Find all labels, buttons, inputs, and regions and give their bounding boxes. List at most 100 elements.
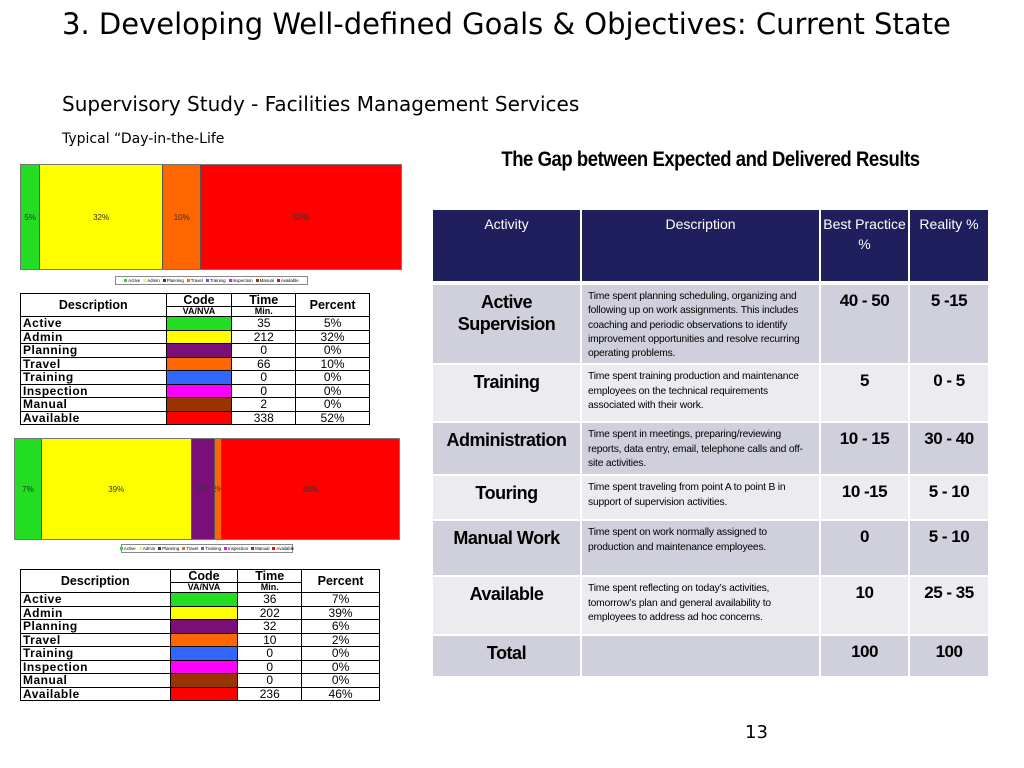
reality-cell: 5 -15	[909, 283, 988, 366]
reality-cell: 30 - 40	[909, 422, 988, 477]
legend-swatch	[201, 547, 205, 551]
legend-label: Planning	[162, 546, 180, 551]
legend-label: Planning	[166, 278, 184, 283]
table-row: Available 236 46%	[20, 686, 380, 701]
legend-swatch	[138, 547, 142, 551]
legend-label: Active	[128, 278, 141, 283]
code-swatch	[165, 329, 233, 344]
percent-value: 5%	[295, 316, 370, 331]
legend-label: Inspection	[228, 546, 249, 551]
activity-cell: Administration	[433, 422, 582, 477]
description-cell: Time spent in meetings, preparing/review…	[581, 422, 821, 477]
row-label: Planning	[20, 343, 167, 358]
legend-item: Travel	[186, 278, 203, 283]
legend-label: Available	[276, 546, 295, 551]
code-swatch	[169, 619, 239, 634]
time-value: 36	[237, 592, 303, 607]
table-row: Active 36 7%	[20, 592, 380, 607]
row-label: Travel	[20, 356, 167, 371]
table-row: Training 0 0%	[20, 370, 370, 385]
legend-swatch	[272, 547, 276, 551]
bar-segment-travel: 2%	[214, 439, 223, 539]
header-time-label: Time	[249, 293, 279, 307]
reality-cell: 100	[909, 635, 988, 679]
percent-value: 0%	[301, 659, 380, 674]
reality-cell: 5 - 10	[909, 475, 988, 522]
bar-segment-admin: 39%	[41, 439, 192, 539]
table-row: Active 35 5%	[20, 316, 370, 331]
reality-cell: 5 - 10	[909, 520, 988, 578]
table-row: Inspection 0 0%	[20, 659, 380, 674]
header-code-sub: VA/NVA	[166, 306, 232, 316]
gap-table-row: Touring Time spent traveling from point A…	[433, 475, 988, 522]
legend-item: Planning	[158, 546, 179, 551]
time-value: 338	[231, 410, 297, 425]
code-swatch	[165, 383, 233, 398]
description-cell: Time spent on work normally assigned to …	[581, 520, 821, 578]
time-value: 66	[231, 356, 297, 371]
best-practice-cell: 40 - 50	[820, 283, 910, 366]
percent-value: 10%	[295, 356, 370, 371]
header-code-sub: VA/NVA	[170, 582, 238, 592]
row-label: Admin	[20, 605, 171, 620]
data-label: 7%	[22, 484, 34, 494]
header-best-practice: Best Practice %	[820, 210, 910, 285]
code-swatch	[169, 673, 239, 688]
best-practice-cell: 0	[820, 520, 910, 578]
legend-swatch	[255, 279, 259, 283]
table-row: Planning 32 6%	[20, 619, 380, 634]
percent-value: 0%	[295, 397, 370, 412]
description-cell	[581, 635, 821, 679]
table-row: Manual 2 0%	[20, 397, 370, 412]
activity-cell: Total	[433, 635, 582, 679]
legend-label: Admin	[142, 546, 156, 551]
header-activity: Activity	[433, 210, 582, 285]
table-row: Admin 202 39%	[20, 605, 380, 620]
best-practice-cell: 10 -15	[820, 475, 910, 522]
data-label: 6%	[196, 484, 209, 494]
percent-value: 32%	[295, 329, 370, 344]
header-percent: Percent	[301, 569, 380, 593]
data-label: 5%	[24, 212, 36, 222]
chart-legend-1: Active Admin Planning Travel Training Inspect…	[115, 276, 308, 285]
row-label: Travel	[20, 632, 171, 647]
header-code-label: Code	[188, 569, 220, 583]
row-label: Training	[20, 646, 171, 661]
gap-table-row: Administration Time spent in meetings, pr…	[433, 422, 988, 477]
bar-segment-active: 7%	[15, 439, 42, 539]
table-row: Admin 212 32%	[20, 329, 370, 344]
legend-item: Training	[201, 546, 221, 551]
time-value: 2	[231, 397, 297, 412]
best-practice-cell: 10	[820, 576, 910, 637]
code-swatch	[169, 659, 239, 674]
data-label: 39%	[108, 484, 125, 494]
code-swatch	[165, 370, 233, 385]
page-number: 13	[745, 722, 768, 743]
percent-value: 39%	[301, 605, 380, 620]
code-swatch	[165, 397, 233, 412]
legend-swatch	[162, 279, 166, 283]
slide-title: 3. Developing Well-defined Goals & Objec…	[62, 7, 951, 41]
row-label: Training	[20, 370, 167, 385]
data-label: 32%	[93, 212, 110, 222]
gap-table-row: Active Supervision Time spent planning sc…	[433, 283, 988, 366]
legend-item: Active	[119, 546, 136, 551]
code-swatch	[169, 646, 239, 661]
code-swatch	[169, 592, 239, 607]
row-label: Admin	[20, 329, 167, 344]
percent-value: 6%	[301, 619, 380, 634]
table-row: Manual 0 0%	[20, 673, 380, 688]
gap-table: Activity Description Best Practice % Rea…	[433, 210, 988, 679]
bar-segment-available: 46%	[222, 439, 399, 539]
table-row: Available 338 52%	[20, 410, 370, 425]
table-row: Travel 10 2%	[20, 632, 380, 647]
legend-label: Admin	[147, 278, 160, 283]
code-swatch	[169, 686, 239, 701]
legend-label: Inspection	[232, 278, 253, 283]
row-label: Inspection	[20, 659, 171, 674]
row-label: Active	[20, 316, 167, 331]
reality-cell: 0 - 5	[909, 364, 988, 424]
legend-swatch	[186, 279, 190, 283]
legend-label: Manual	[259, 278, 274, 283]
activity-cell: Manual Work	[433, 520, 582, 578]
